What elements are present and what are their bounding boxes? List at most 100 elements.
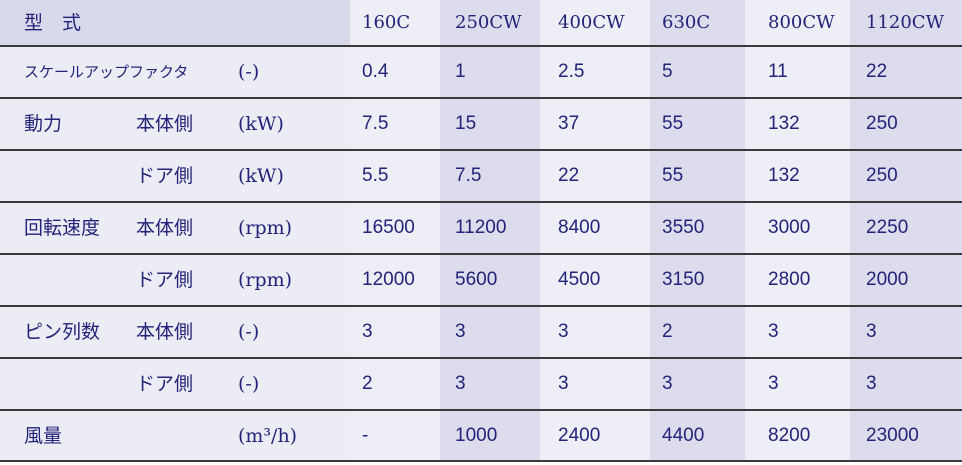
cell-bg	[440, 98, 540, 150]
part-label: 本体側	[136, 113, 194, 135]
cell-bg	[440, 410, 540, 462]
unit-label: (m³/h)	[238, 425, 298, 447]
cell-bg	[650, 306, 745, 358]
value: 5.5	[362, 165, 389, 186]
cell-bg	[350, 98, 440, 150]
unit-label: (rpm)	[238, 217, 293, 239]
value: 1	[455, 61, 466, 82]
value: 2000	[866, 269, 909, 290]
item-label: 回転速度	[24, 217, 101, 239]
value: 3	[455, 321, 466, 342]
item-label: ピン列数	[24, 321, 101, 343]
value: 3	[768, 321, 779, 342]
cell-bg	[540, 254, 650, 306]
cell-bg	[850, 150, 962, 202]
cell-bg	[540, 358, 650, 410]
cell-bg	[540, 306, 650, 358]
cell-bg	[745, 46, 850, 98]
value: 2400	[558, 425, 601, 446]
row-divider	[0, 97, 962, 99]
cell-bg	[350, 410, 440, 462]
value: 12000	[362, 269, 415, 290]
part-label: 本体側	[136, 321, 194, 343]
label-cell-bg	[0, 254, 350, 306]
unit-label: (-)	[238, 373, 260, 395]
model-name: 800CW	[768, 12, 835, 33]
value: 2	[662, 321, 673, 342]
value: 250	[866, 113, 898, 134]
cell-bg	[350, 0, 440, 46]
cell-bg	[650, 410, 745, 462]
unit-label: (rpm)	[238, 269, 293, 291]
cell-bg	[850, 306, 962, 358]
item-label: スケールアップファクタ	[24, 63, 189, 81]
cell-bg	[850, 0, 962, 46]
value: 3	[866, 321, 877, 342]
value: 5600	[455, 269, 498, 290]
label-cell-bg	[0, 358, 350, 410]
value: 4400	[662, 425, 705, 446]
cell-bg	[650, 150, 745, 202]
cell-bg	[745, 98, 850, 150]
cell-bg	[850, 46, 962, 98]
unit-label: (-)	[238, 321, 260, 343]
cell-bg	[440, 254, 540, 306]
cell-bg	[650, 98, 745, 150]
row-divider	[0, 45, 962, 47]
value: 22	[558, 165, 580, 186]
label-cell-bg	[0, 306, 350, 358]
cell-bg	[540, 202, 650, 254]
value: 23000	[866, 425, 919, 446]
cell-bg	[350, 306, 440, 358]
cell-bg	[650, 0, 745, 46]
model-name: 1120CW	[866, 12, 945, 33]
cell-bg	[850, 410, 962, 462]
value: 2250	[866, 217, 909, 238]
row-divider	[0, 305, 962, 307]
cell-bg	[440, 306, 540, 358]
cell-bg	[440, 202, 540, 254]
unit-label: (-)	[238, 61, 260, 83]
model-name: 400CW	[558, 12, 625, 33]
value: 5	[662, 61, 673, 82]
cell-bg	[540, 0, 650, 46]
value: 7.5	[455, 165, 482, 186]
cell-bg	[745, 202, 850, 254]
cell-bg	[850, 254, 962, 306]
value: 15	[455, 113, 477, 134]
part-label: ドア側	[136, 269, 194, 291]
value: 3150	[662, 269, 705, 290]
model-name: 630C	[662, 12, 711, 33]
cell-bg	[650, 358, 745, 410]
row-divider	[0, 409, 962, 411]
cell-bg	[350, 254, 440, 306]
value: 2	[362, 373, 373, 394]
label-cell-bg	[0, 0, 350, 46]
part-label: ドア側	[136, 165, 194, 187]
cell-bg	[850, 202, 962, 254]
value: 132	[768, 113, 800, 134]
cell-bg	[440, 358, 540, 410]
value: 250	[866, 165, 898, 186]
cell-bg	[650, 202, 745, 254]
value: 7.5	[362, 113, 389, 134]
value: 16500	[362, 217, 415, 238]
item-label: 風量	[24, 425, 63, 447]
label-cell-bg	[0, 410, 350, 462]
value: 55	[662, 165, 684, 186]
cell-bg	[540, 46, 650, 98]
label-cell-bg	[0, 150, 350, 202]
model-name: 160C	[362, 12, 411, 33]
cell-bg	[650, 254, 745, 306]
value: 4500	[558, 269, 601, 290]
part-label: 本体側	[136, 217, 194, 239]
value: 1000	[455, 425, 498, 446]
value: -	[362, 425, 369, 446]
cell-bg	[745, 150, 850, 202]
cell-bg	[850, 98, 962, 150]
value: 37	[558, 113, 580, 134]
value: 11	[768, 61, 788, 82]
value: 132	[768, 165, 800, 186]
value: 55	[662, 113, 684, 134]
